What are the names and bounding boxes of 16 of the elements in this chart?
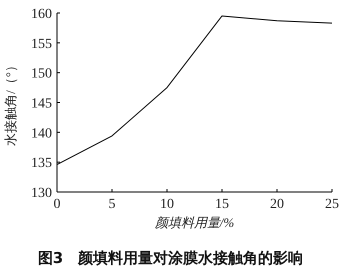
x-tick-label: 20 (270, 197, 284, 212)
x-tick-label: 10 (160, 197, 174, 212)
y-tick-label: 145 (31, 96, 52, 112)
x-axis-title: 颜填料用量/% (154, 215, 234, 230)
y-tick-label: 150 (31, 66, 52, 82)
y-axis-title: 水接触角/（°） (3, 59, 18, 146)
y-tick-label: 155 (31, 36, 52, 52)
y-tick-label: 140 (31, 126, 52, 142)
y-tick-label: 135 (31, 156, 52, 172)
text: 图3 颜填料用量对涂膜水接触角的影响 (38, 249, 304, 267)
y-tick-label: 160 (31, 7, 52, 22)
x-tick-label: 15 (215, 197, 229, 212)
x-tick-label: 0 (54, 197, 60, 212)
x-tick-label: 5 (108, 197, 116, 212)
x-tick-label: 25 (325, 197, 339, 212)
y-tick-label: 130 (31, 186, 52, 201)
